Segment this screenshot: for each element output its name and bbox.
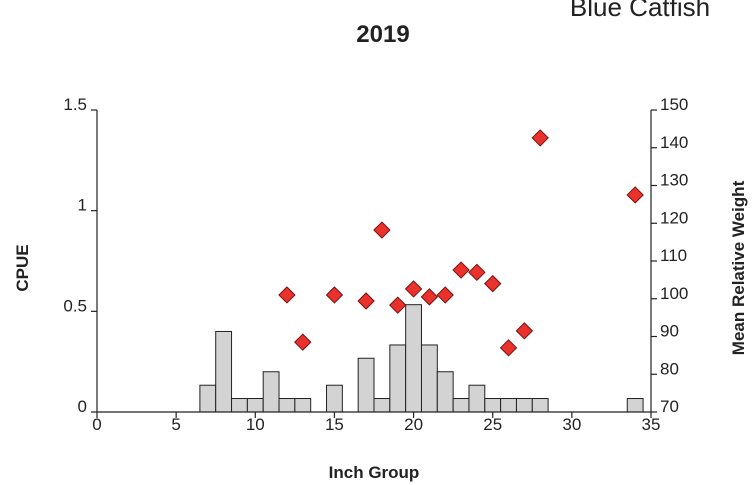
y-tick-label: 0 <box>78 397 87 416</box>
y-tick-label: 0.5 <box>63 296 87 315</box>
point <box>389 296 407 314</box>
point <box>484 274 502 293</box>
x-tick-label: 35 <box>642 415 661 434</box>
bar <box>515 398 533 413</box>
bar <box>278 398 296 413</box>
y2-axis-label: Mean Relative Weight <box>729 180 748 355</box>
bar <box>484 398 502 413</box>
y2-tick-label: 90 <box>660 322 679 341</box>
bar <box>357 357 375 413</box>
point <box>420 288 439 306</box>
point <box>294 333 312 351</box>
bar <box>389 344 407 413</box>
bar <box>436 371 454 413</box>
x-tick-label: 5 <box>171 415 180 434</box>
point <box>404 280 423 298</box>
bar <box>500 398 517 413</box>
bar <box>262 371 280 413</box>
bar <box>199 384 217 413</box>
point <box>452 261 470 279</box>
point <box>515 322 534 340</box>
point <box>626 186 644 204</box>
chart-title: 2019 <box>356 21 409 48</box>
bar <box>468 384 486 413</box>
chart-subtitle: Blue Catfish <box>570 0 710 22</box>
bar <box>326 384 343 413</box>
x-tick-label: 10 <box>246 415 265 434</box>
point <box>468 263 486 282</box>
x-tick-label: 15 <box>325 415 344 434</box>
x-tick-label: 20 <box>404 415 423 434</box>
bar <box>531 398 549 413</box>
bar <box>294 398 312 413</box>
y-tick-label: 1.5 <box>63 95 87 114</box>
x-tick-label: 0 <box>92 415 101 434</box>
point <box>357 292 375 310</box>
bar <box>452 398 470 413</box>
point <box>436 286 454 304</box>
bar <box>405 304 422 413</box>
point <box>531 129 549 147</box>
bar <box>231 398 248 413</box>
y2-tick-label: 100 <box>660 284 688 303</box>
x-tick-label: 25 <box>483 415 502 434</box>
point <box>278 286 296 304</box>
y-axis-label: CPUE <box>13 244 32 291</box>
y2-tick-label: 140 <box>660 133 688 152</box>
x-axis-label: Inch Group <box>329 463 420 482</box>
y2-tick-label: 120 <box>660 208 688 227</box>
point <box>373 221 391 239</box>
y2-tick-label: 70 <box>660 397 679 416</box>
bar <box>246 398 264 413</box>
bar <box>626 398 644 413</box>
y2-tick-label: 110 <box>660 246 687 265</box>
bar <box>215 330 233 413</box>
bar <box>420 344 438 413</box>
y2-tick-label: 80 <box>660 359 679 378</box>
y2-tick-label: 150 <box>660 95 688 114</box>
x-tick-label: 30 <box>562 415 581 434</box>
y2-tick-label: 130 <box>660 171 688 190</box>
point <box>499 339 518 357</box>
bar <box>373 398 391 413</box>
point <box>325 286 344 304</box>
y-tick-label: 1 <box>78 196 87 215</box>
